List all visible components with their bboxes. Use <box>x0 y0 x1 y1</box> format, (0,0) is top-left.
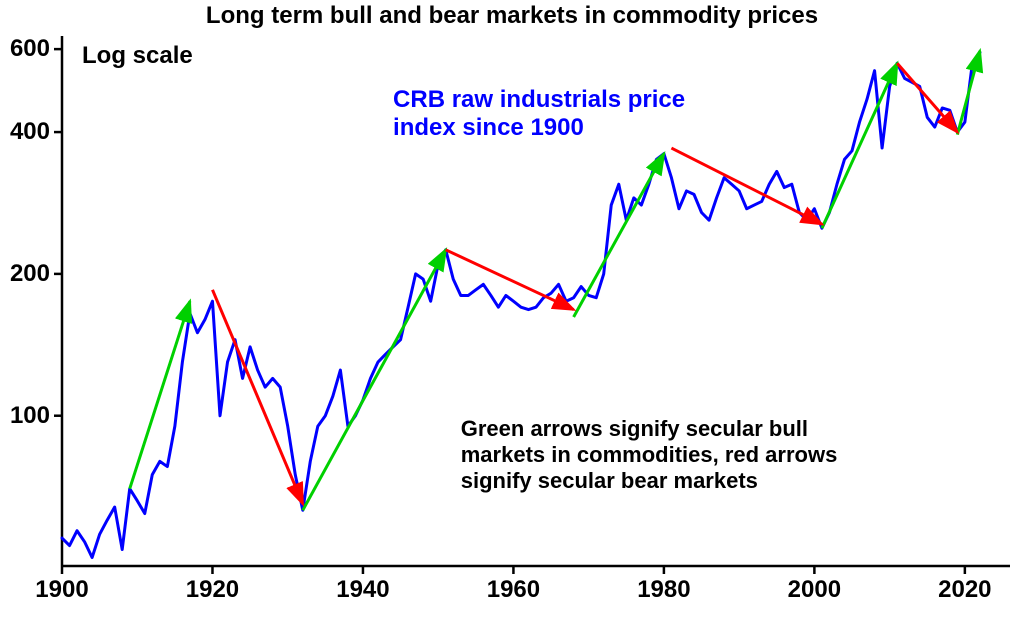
chart-svg <box>0 0 1024 622</box>
x-tick-label: 1920 <box>182 576 242 604</box>
y-tick-label: 400 <box>10 118 50 146</box>
x-tick-label: 1940 <box>333 576 393 604</box>
x-tick-label: 1980 <box>634 576 694 604</box>
y-tick-label: 600 <box>10 35 50 63</box>
x-tick-label: 1900 <box>32 576 92 604</box>
x-tick-label: 1960 <box>483 576 543 604</box>
chart-container: Long term bull and bear markets in commo… <box>0 0 1024 622</box>
y-tick-label: 100 <box>10 402 50 430</box>
x-tick-label: 2000 <box>784 576 844 604</box>
y-tick-label: 200 <box>10 260 50 288</box>
x-tick-label: 2020 <box>935 576 995 604</box>
